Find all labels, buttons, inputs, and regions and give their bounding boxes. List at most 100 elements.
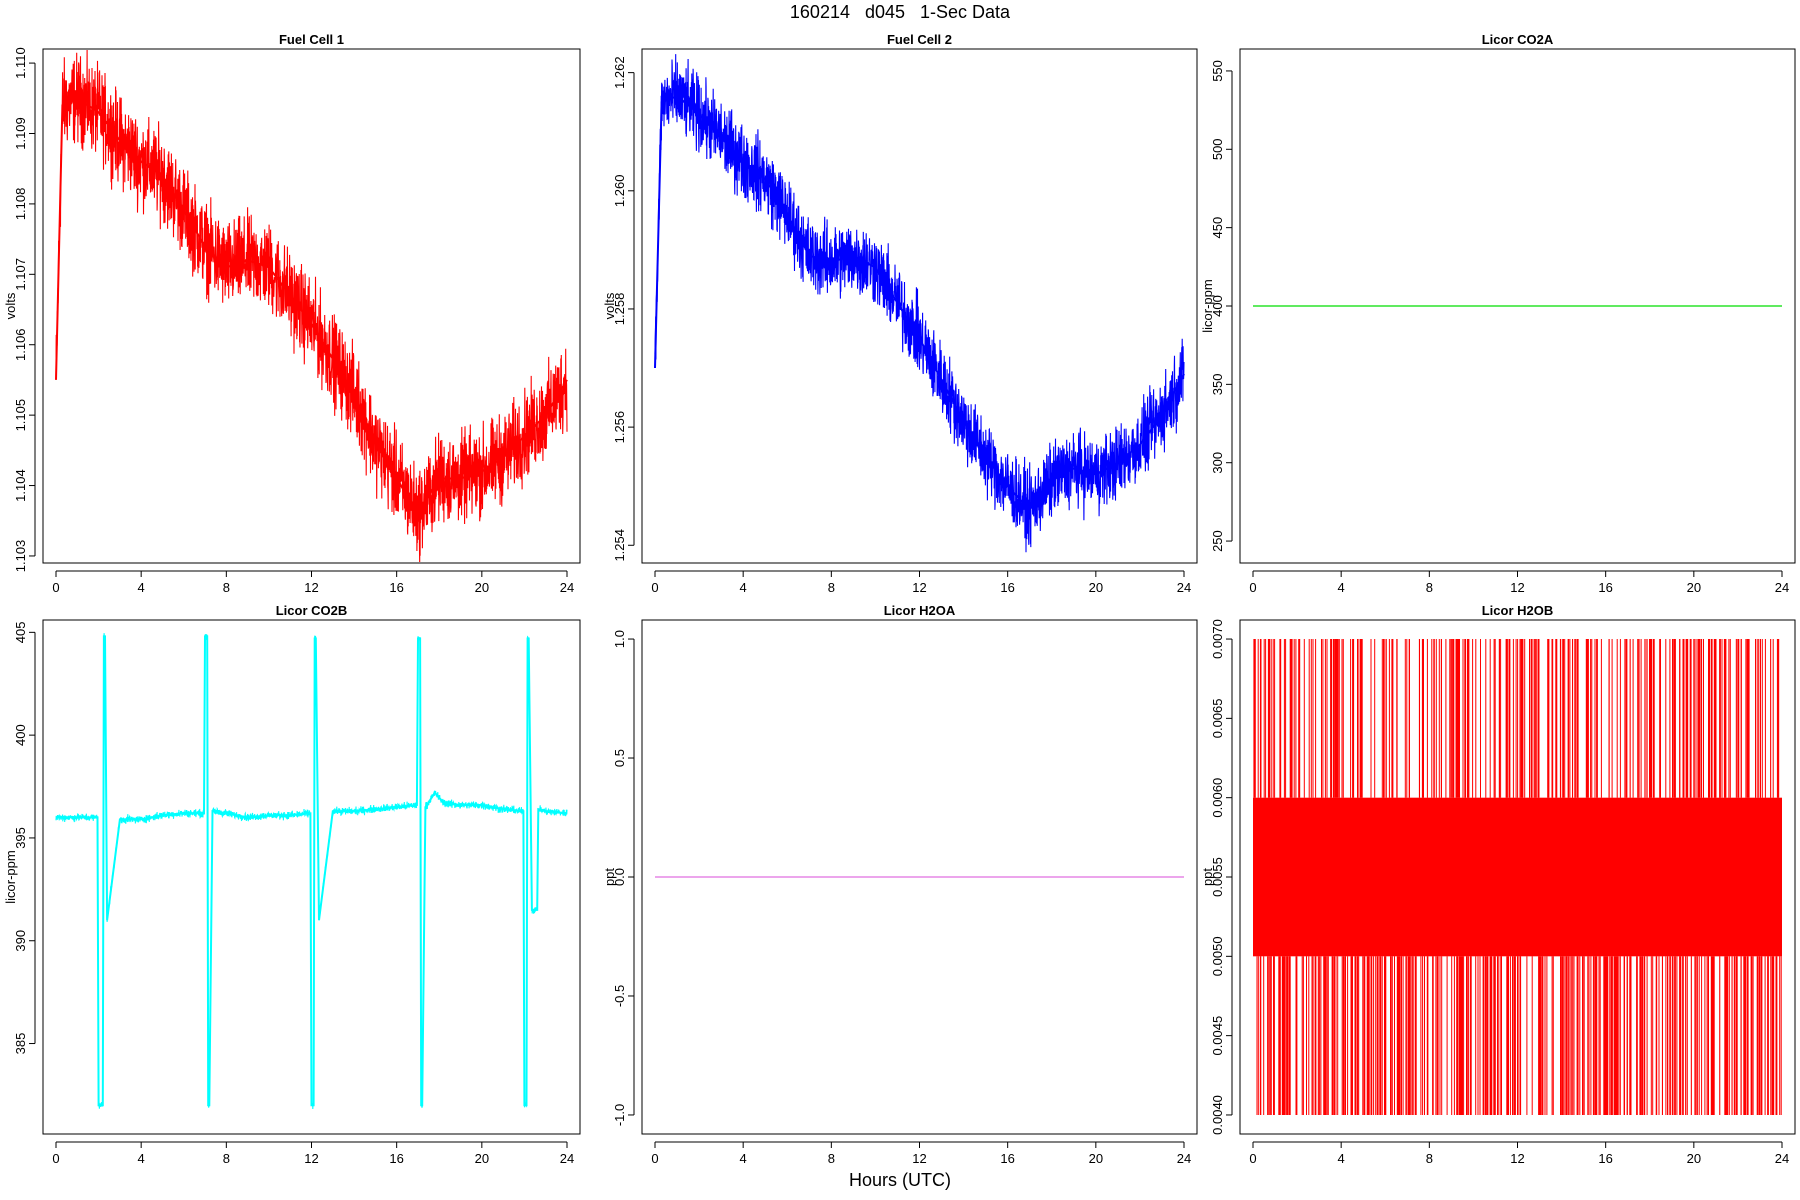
y-tick-label: 500: [1210, 138, 1225, 160]
data-band: [1253, 797, 1782, 957]
x-axis-caption: Hours (UTC): [849, 1170, 951, 1190]
y-tick-label: 0.0040: [1210, 1095, 1225, 1135]
x-tick-label: 4: [740, 580, 747, 595]
y-tick-label: 1.260: [612, 175, 627, 208]
y-tick-label: 405: [13, 621, 28, 643]
y-tick-label: 300: [1210, 452, 1225, 474]
panel-3: Licor CO2A 0 4 8 12 16 20 24 250 300 350 400 450 500 5…: [1200, 32, 1796, 595]
y-tick-label: 1.256: [612, 411, 627, 444]
y-tick-label: 400: [1210, 295, 1225, 317]
y-tick-label: -1.0: [612, 1104, 627, 1126]
y-tick-label: 1.107: [13, 258, 28, 291]
y-tick-label: 1.106: [13, 328, 28, 361]
y-tick-label: 0.0: [612, 868, 627, 886]
x-tick-label: 16: [389, 1151, 403, 1166]
x-tick-label: 12: [1510, 580, 1524, 595]
y-tick-label: 0.0055: [1210, 857, 1225, 897]
x-tick-label: 24: [1775, 580, 1789, 595]
y-tick-label: 395: [13, 827, 28, 849]
y-tick-label: 1.262: [612, 56, 627, 89]
x-tick-label: 16: [1598, 580, 1612, 595]
y-tick-label: 0.0070: [1210, 619, 1225, 659]
x-tick-label: 0: [52, 1151, 59, 1166]
data-trace: [56, 635, 568, 1107]
x-tick-label: 8: [223, 1151, 230, 1166]
x-tick-label: 16: [389, 580, 403, 595]
y-tick-label: 0.0060: [1210, 778, 1225, 818]
x-tick-label: 20: [475, 580, 489, 595]
y-tick-label: 0.0050: [1210, 936, 1225, 976]
panel-4: Licor CO2B 0 4 8 12 16 20 24 385 390 395 400 405 lico…: [3, 603, 581, 1166]
x-tick-label: 0: [651, 1151, 658, 1166]
plot-frame: [1239, 619, 1796, 1135]
x-tick-label: 8: [828, 580, 835, 595]
y-axis-label: ppt: [1200, 868, 1215, 886]
x-tick-label: 16: [1000, 1151, 1014, 1166]
x-tick-label: 4: [740, 1151, 747, 1166]
x-tick-label: 0: [1249, 1151, 1256, 1166]
y-tick-label: 385: [13, 1033, 28, 1055]
plot-area: [55, 633, 568, 1110]
x-tick-label: 20: [475, 1151, 489, 1166]
x-tick-label: 20: [1687, 580, 1701, 595]
y-tick-label: 350: [1210, 374, 1225, 396]
x-tick-label: 0: [52, 580, 59, 595]
plot-area: [1253, 639, 1782, 1115]
x-tick-label: 8: [223, 580, 230, 595]
panel-5: Licor H2OA 0 4 8 12 16 20 24 -1.0 -0.5 0.0 0.5 1.0 pp…: [602, 603, 1198, 1166]
plot-frame: [1239, 48, 1796, 564]
data-trace: [654, 95, 1185, 512]
y-tick-label: 1.108: [13, 188, 28, 221]
panel-1: Fuel Cell 1 0 4 8 12 16 20 24 1.103 1.104 1.105 1.1…: [3, 32, 581, 595]
panel-title: Fuel Cell 2: [887, 32, 952, 47]
x-tick-label: 12: [304, 1151, 318, 1166]
x-tick-label: 0: [1249, 580, 1256, 595]
data-trace: [55, 97, 568, 516]
x-tick-label: 12: [912, 580, 926, 595]
data-line: [654, 54, 1185, 553]
y-tick-label: -0.5: [612, 985, 627, 1007]
panel-title: Fuel Cell 1: [279, 32, 344, 47]
y-tick-label: 250: [1210, 530, 1225, 552]
y-tick-label: 1.104: [13, 469, 28, 502]
x-tick-label: 24: [1775, 1151, 1789, 1166]
x-tick-label: 12: [304, 580, 318, 595]
y-tick-label: 0.0045: [1210, 1016, 1225, 1056]
y-tick-label: 550: [1210, 60, 1225, 82]
y-tick-label: 0.5: [612, 749, 627, 767]
y-tick-label: 0.0065: [1210, 698, 1225, 738]
data-line: [55, 50, 568, 562]
panel-title: Licor CO2A: [1482, 32, 1554, 47]
x-tick-label: 12: [912, 1151, 926, 1166]
x-tick-label: 24: [560, 580, 574, 595]
x-tick-label: 4: [138, 580, 145, 595]
y-tick-label: 390: [13, 930, 28, 952]
panel-6: Licor H2OB 0 4 8 12 16 20 24 0.0040 0.0045 0.0050 0…: [1200, 603, 1796, 1166]
x-tick-label: 16: [1000, 580, 1014, 595]
plot-area: [55, 50, 568, 562]
y-axis-label: volts: [3, 292, 18, 319]
y-tick-label: 400: [13, 724, 28, 746]
y-tick-label: 1.258: [612, 293, 627, 326]
x-tick-label: 8: [1426, 580, 1433, 595]
y-axis-label: licor-ppm: [1200, 279, 1215, 332]
x-tick-label: 4: [1338, 580, 1345, 595]
x-tick-label: 24: [1177, 580, 1191, 595]
plot-frame: [641, 619, 1198, 1135]
y-tick-label: 1.0: [612, 630, 627, 648]
figure-title: 160214 d045 1-Sec Data: [789, 2, 1011, 22]
y-axis-label: licor-ppm: [3, 850, 18, 903]
panel-title: Licor H2OB: [1482, 603, 1554, 618]
x-tick-label: 4: [1338, 1151, 1345, 1166]
x-tick-label: 24: [560, 1151, 574, 1166]
x-tick-label: 0: [651, 580, 658, 595]
panel-title: Licor CO2B: [276, 603, 348, 618]
plot-frame: [641, 48, 1198, 564]
x-tick-label: 20: [1089, 1151, 1103, 1166]
y-axis-label: ppt: [602, 868, 617, 886]
x-tick-label: 24: [1177, 1151, 1191, 1166]
x-tick-label: 4: [138, 1151, 145, 1166]
y-tick-label: 1.254: [612, 529, 627, 562]
y-tick-label: 1.103: [13, 540, 28, 573]
